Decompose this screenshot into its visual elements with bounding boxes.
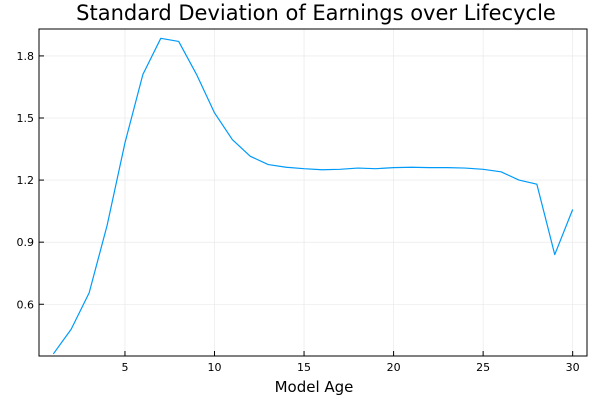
- x-tick-label: 10: [208, 361, 222, 374]
- series-line: [52, 37, 574, 355]
- y-tick-label: 0.6: [17, 298, 35, 311]
- x-tick-label: 5: [121, 361, 128, 374]
- x-tick-label: 25: [476, 361, 490, 374]
- y-tick-label: 0.9: [17, 236, 35, 249]
- y-tick-label: 1.8: [17, 50, 35, 63]
- y-tick-label: 1.2: [17, 174, 35, 187]
- y-tick-label: 1.5: [17, 112, 35, 125]
- plot-frame: [38, 28, 588, 357]
- grid: [39, 29, 587, 356]
- x-axis-label: Model Age: [275, 378, 354, 396]
- x-tick-label: 20: [387, 361, 401, 374]
- tick-labels: 5 10 15 20 25 30 0.6 0.9 1.2 1.5 1.8: [17, 50, 580, 374]
- chart-title: Standard Deviation of Earnings over Life…: [76, 1, 556, 25]
- x-tick-label: 15: [297, 361, 311, 374]
- x-tick-label: 30: [566, 361, 580, 374]
- axes: [38, 28, 588, 357]
- series-group: [52, 37, 574, 355]
